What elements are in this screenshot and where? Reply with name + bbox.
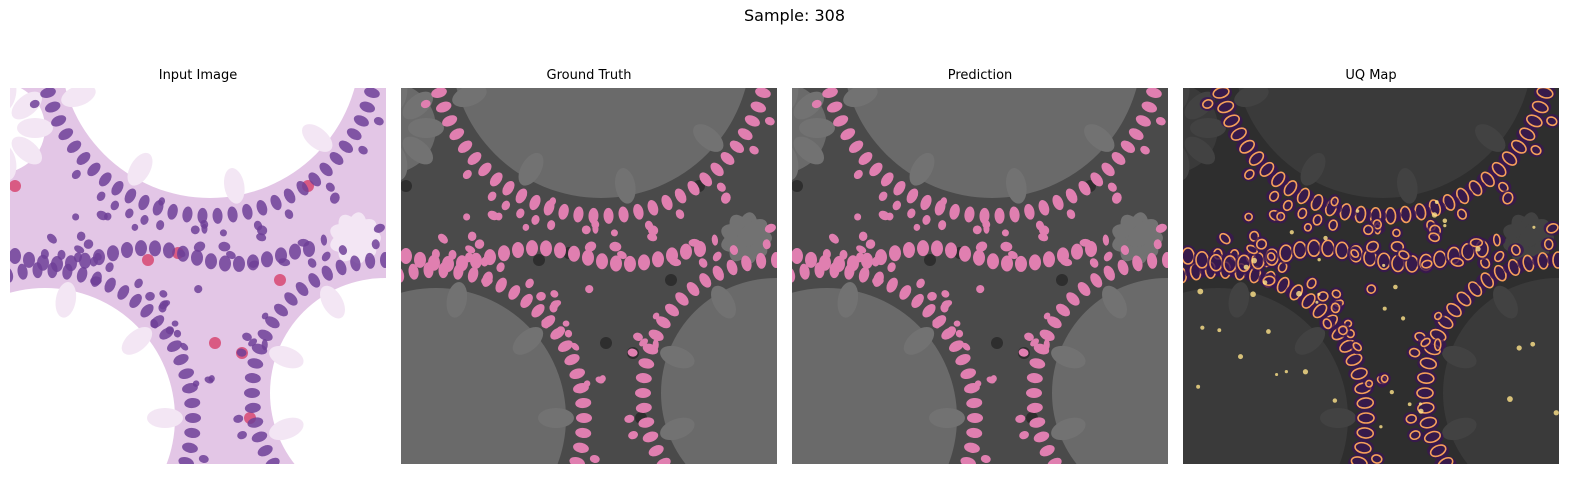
panel-uq-map: UQ Map (1183, 66, 1559, 464)
panel-title: Input Image (158, 68, 238, 83)
panel-ground-truth: Ground Truth (401, 66, 777, 464)
panel-input-image: Input Image (10, 66, 386, 464)
figure-suptitle: Sample: 308 (743, 6, 845, 25)
input-image (10, 88, 386, 464)
panel-title: UQ Map (1345, 68, 1397, 83)
ground-truth-image (401, 88, 777, 464)
panel-title: Prediction (947, 68, 1013, 83)
panel-prediction: Prediction (792, 66, 1168, 464)
prediction-image (792, 88, 1168, 464)
uq-map-image (1183, 88, 1559, 464)
panel-title: Ground Truth (546, 68, 632, 83)
